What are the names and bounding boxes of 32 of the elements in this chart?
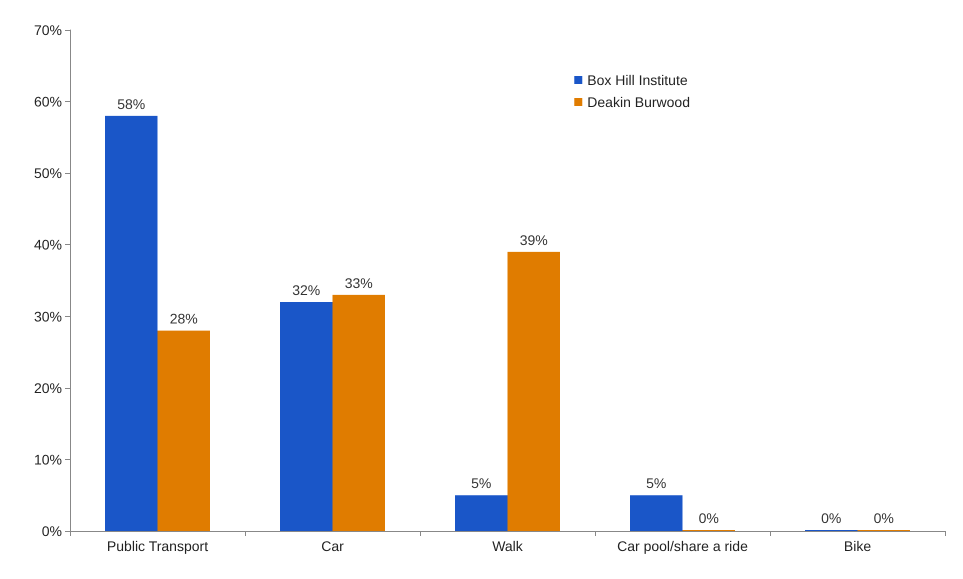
x-tick-label: Public Transport — [106, 538, 208, 554]
x-tick-label: Walk — [492, 538, 524, 554]
data-label: 39% — [520, 232, 548, 248]
data-label: 28% — [170, 310, 198, 327]
y-tick-label: 10% — [34, 451, 62, 468]
y-tick-label: 70% — [34, 22, 62, 38]
data-label: 32% — [292, 282, 320, 298]
bar — [105, 116, 158, 531]
bar — [508, 252, 560, 531]
data-label: 33% — [344, 274, 373, 291]
y-tick-label: 30% — [34, 308, 62, 324]
bar — [332, 294, 385, 531]
data-label: 58% — [117, 96, 146, 112]
y-tick-label: 50% — [34, 165, 62, 182]
x-tick-label: Car pool/share a ride — [617, 538, 748, 554]
x-tick-label: Bike — [844, 538, 872, 554]
legend-label: Deakin Burwood — [587, 94, 690, 110]
y-tick-label: 40% — [34, 236, 62, 253]
data-label: 0% — [698, 510, 719, 526]
data-label: 0% — [874, 510, 894, 526]
x-tick-label: Car — [321, 538, 344, 554]
data-label: 0% — [821, 510, 842, 526]
data-label: 5% — [646, 475, 666, 492]
bar — [630, 495, 682, 531]
data-label: 5% — [471, 475, 492, 492]
y-tick-label: 60% — [34, 94, 62, 110]
y-tick-label: 20% — [34, 380, 62, 396]
legend-label: Box Hill Institute — [587, 72, 688, 88]
bar — [280, 302, 332, 531]
bar — [455, 495, 508, 531]
bar — [158, 330, 210, 531]
y-tick-label: 0% — [42, 523, 62, 539]
